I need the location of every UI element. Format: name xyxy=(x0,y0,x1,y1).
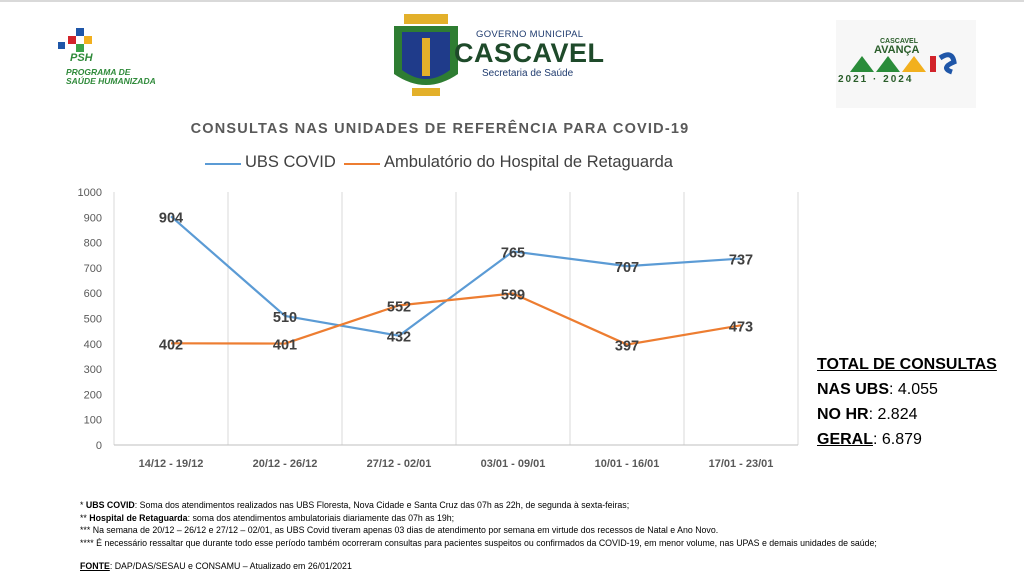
footnote-1-marker: * xyxy=(80,500,86,510)
psh-cross-blue xyxy=(76,28,84,36)
footnote-1: * UBS COVID: Soma dos atendimentos reali… xyxy=(80,499,877,512)
y-tick-label: 400 xyxy=(84,339,102,351)
footnote-3-marker: *** xyxy=(80,525,93,535)
data-label: 552 xyxy=(387,299,411,315)
y-tick-label: 300 xyxy=(84,364,102,376)
footnote-1-term: UBS COVID xyxy=(85,500,135,510)
data-label: 402 xyxy=(159,337,183,353)
source-line: FONTE: DAP/DAS/SESAU e CONSAMU – Atualiz… xyxy=(80,561,352,571)
avanca-years: 2021 · 2024 xyxy=(838,74,914,85)
footnote-1-text: : Soma dos atendimentos realizados nas U… xyxy=(134,500,630,510)
totals-row-ubs: NAS UBS: 4.055 xyxy=(817,377,997,402)
avanca-line1: CASCAVEL xyxy=(880,38,918,45)
footnote-3-text: Na semana de 20/12 – 26/12 e 27/12 – 02/… xyxy=(92,525,719,535)
footnote-4: **** É necessário ressaltar que durante … xyxy=(80,537,877,550)
top-border xyxy=(0,0,1024,2)
x-tick-label: 03/01 - 09/01 xyxy=(481,458,546,470)
mais-mark-s xyxy=(938,52,957,75)
mais-mark-m1 xyxy=(850,56,874,72)
y-tick-label: 900 xyxy=(84,212,102,224)
y-tick-label: 600 xyxy=(84,288,102,300)
footnote-2-marker: ** xyxy=(80,512,90,523)
x-tick-label: 10/01 - 16/01 xyxy=(595,458,660,470)
cascavel-avanca-mais-logo xyxy=(836,20,976,108)
avanca-line2: AVANÇA xyxy=(874,44,920,56)
crest-crown xyxy=(404,14,448,24)
data-label: 510 xyxy=(273,310,297,326)
totals-row-geral: GERAL: 6.879 xyxy=(817,427,997,452)
footnote-2: ** Hospital de Retaguarda: soma dos aten… xyxy=(80,512,877,525)
y-tick-label: 0 xyxy=(96,440,102,452)
totals-label-hr: NO HR xyxy=(817,406,869,423)
x-tick-label: 27/12 - 02/01 xyxy=(367,458,432,470)
data-label: 397 xyxy=(615,339,639,355)
totals-panel: TOTAL DE CONSULTAS NAS UBS: 4.055 NO HR:… xyxy=(817,352,997,452)
x-tick-label: 20/12 - 26/12 xyxy=(253,458,318,470)
totals-value-hr: : 2.824 xyxy=(868,406,918,423)
y-tick-label: 1000 xyxy=(78,187,102,199)
psh-logo xyxy=(58,28,92,52)
data-label: 473 xyxy=(729,319,753,335)
data-label: 765 xyxy=(501,245,525,261)
legend-swatch-ubs xyxy=(205,163,241,165)
footnote-4-text: É necessário ressaltar que durante todo … xyxy=(96,537,877,548)
chart-title: CONSULTAS NAS UNIDADES DE REFERÊNCIA PAR… xyxy=(190,121,690,137)
data-label: 401 xyxy=(273,338,297,354)
psh-subtitle: PROGRAMA DE SAÚDE HUMANIZADA xyxy=(66,67,156,86)
psh-cross-yellow xyxy=(84,36,92,44)
totals-label-geral: GERAL xyxy=(817,431,873,448)
y-tick-label: 100 xyxy=(84,415,102,427)
footnote-3: *** Na semana de 20/12 – 26/12 e 27/12 –… xyxy=(80,524,877,537)
gov-name: CASCAVEL xyxy=(454,38,605,68)
legend-swatch-hr xyxy=(344,163,380,165)
data-label: 737 xyxy=(729,253,753,269)
data-label: 432 xyxy=(387,330,411,346)
mais-mark-i xyxy=(930,56,936,72)
psh-abbr: PSH xyxy=(70,52,93,64)
source-text: : DAP/DAS/SESAU e CONSAMU – Atualizado e… xyxy=(109,561,352,571)
gov-line1: GOVERNO MUNICIPAL xyxy=(476,29,584,40)
footnotes: * UBS COVID: Soma dos atendimentos reali… xyxy=(80,499,877,549)
x-tick-label: 14/12 - 19/12 xyxy=(139,458,204,470)
footnote-2-text: : soma dos atendimentos ambulatoriais di… xyxy=(187,512,455,523)
footnote-2-term: Hospital de Retaguarda xyxy=(89,512,188,523)
source-label: FONTE xyxy=(80,561,110,571)
cascavel-crest-logo xyxy=(394,14,458,96)
y-tick-label: 500 xyxy=(84,314,102,326)
data-label: 904 xyxy=(159,210,183,226)
footnote-4-marker: **** xyxy=(80,537,97,548)
data-label: 599 xyxy=(501,287,525,303)
y-tick-label: 200 xyxy=(84,389,102,401)
crest-staff xyxy=(422,38,430,76)
crest-banner xyxy=(412,88,440,96)
mais-mark-m2 xyxy=(876,56,900,72)
y-tick-label: 700 xyxy=(84,263,102,275)
totals-label-ubs: NAS UBS xyxy=(817,381,890,398)
mais-mark-a xyxy=(902,56,926,72)
data-label: 707 xyxy=(615,260,639,276)
totals-row-hr: NO HR: 2.824 xyxy=(817,402,997,427)
psh-cross-small xyxy=(58,42,65,49)
totals-value-geral: : 6.879 xyxy=(873,431,922,448)
legend-label-hr: Ambulatório do Hospital de Retaguarda xyxy=(384,153,673,171)
totals-value-ubs: : 4.055 xyxy=(889,381,938,398)
totals-header: TOTAL DE CONSULTAS xyxy=(817,356,997,373)
x-tick-label: 17/01 - 23/01 xyxy=(709,458,774,470)
psh-cross-green xyxy=(76,44,84,52)
legend-label-ubs: UBS COVID xyxy=(245,153,336,171)
gov-secretariat: Secretaria de Saúde xyxy=(482,68,574,79)
series-line-0 xyxy=(170,215,742,337)
psh-cross-red xyxy=(68,36,76,44)
y-tick-label: 800 xyxy=(84,238,102,250)
series-line-1 xyxy=(170,292,742,346)
